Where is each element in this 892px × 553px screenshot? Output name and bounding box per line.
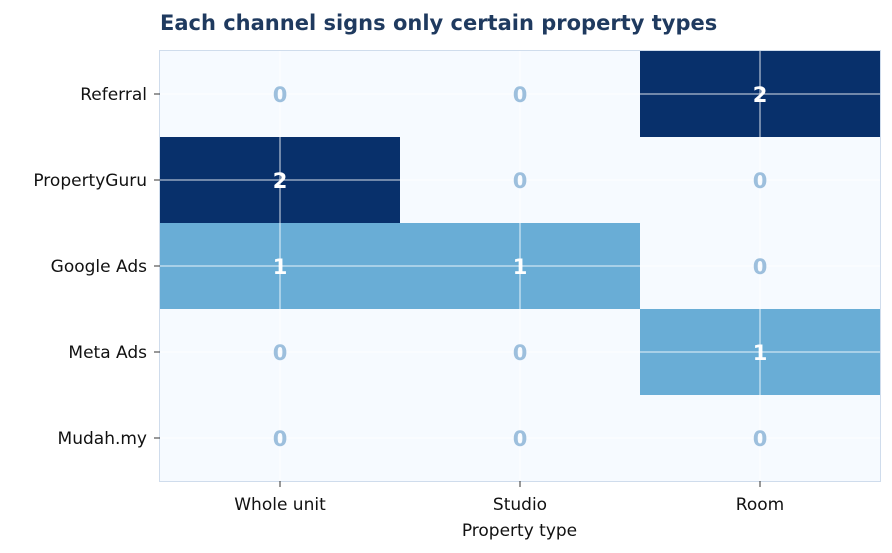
y-tick-label: Mudah.my <box>58 429 147 449</box>
cell-value-label: 0 <box>273 83 288 107</box>
cell-value-label: 0 <box>753 427 768 451</box>
chart-title: Each channel signs only certain property… <box>160 11 717 35</box>
x-tick-label: Whole unit <box>234 495 326 515</box>
y-tick-label: Referral <box>80 85 147 105</box>
cell-value-label: 0 <box>513 341 528 365</box>
gridlines <box>160 51 880 481</box>
cell-value-label: 0 <box>513 83 528 107</box>
cell-value-label: 2 <box>273 169 288 193</box>
cell-value-label: 2 <box>753 83 768 107</box>
cell-value-label: 0 <box>513 169 528 193</box>
y-tick-label: Meta Ads <box>68 343 147 363</box>
cell-value-label: 1 <box>273 255 288 279</box>
cell-value-label: 0 <box>753 169 768 193</box>
cell-value-labels: 0 0 2 2 0 0 1 1 0 0 0 1 0 0 0 <box>273 83 768 451</box>
x-tick-label: Room <box>736 495 784 515</box>
cell-value-label: 0 <box>273 427 288 451</box>
x-tick-label: Studio <box>493 495 547 515</box>
cell-value-label: 0 <box>753 255 768 279</box>
cell-value-label: 0 <box>513 427 528 451</box>
cell-value-label: 1 <box>513 255 528 279</box>
cell-value-label: 1 <box>753 341 768 365</box>
y-axis-ticks: Referral PropertyGuru Google Ads Meta Ads Mu… <box>33 85 160 449</box>
y-tick-label: Google Ads <box>51 257 147 277</box>
x-axis-ticks: Whole unit Studio Room <box>234 481 784 515</box>
cell-value-label: 0 <box>273 341 288 365</box>
x-axis-label: Property type <box>462 521 577 541</box>
y-tick-label: PropertyGuru <box>33 171 147 191</box>
